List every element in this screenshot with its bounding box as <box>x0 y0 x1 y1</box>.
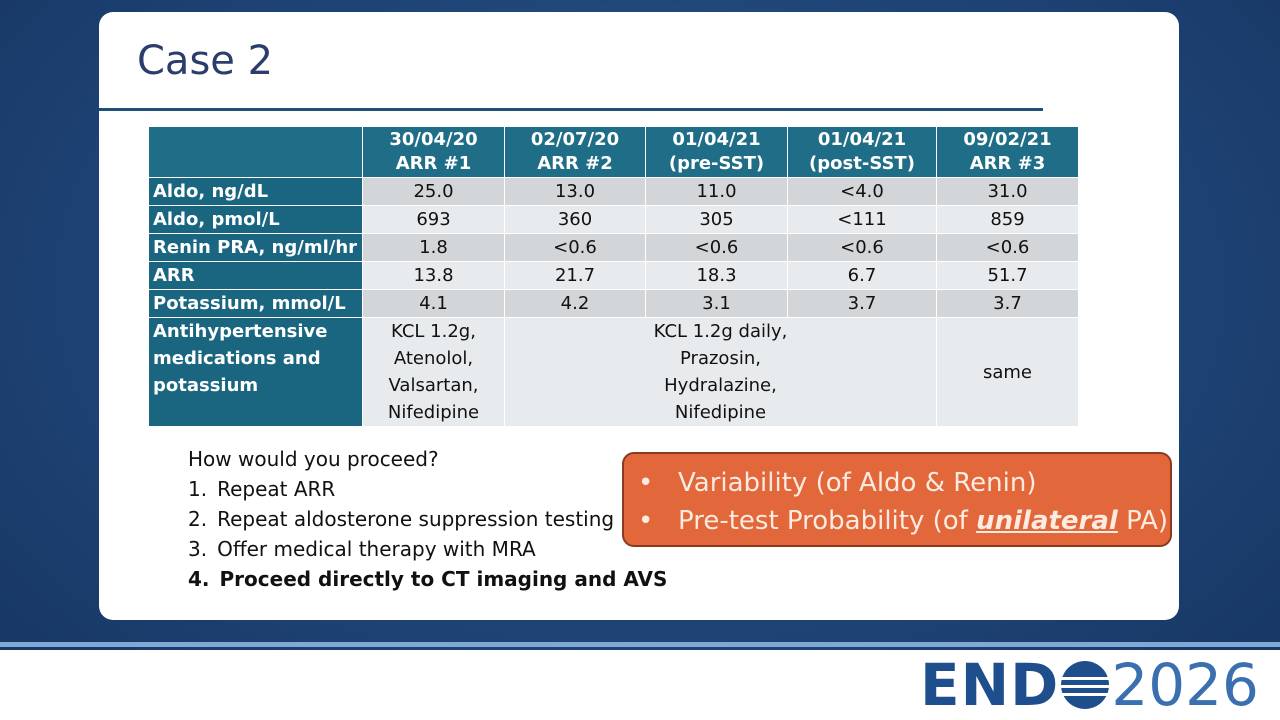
logo-right: 2026 <box>1111 651 1259 719</box>
callout-text: PA) <box>1126 506 1169 536</box>
table-cell: 25.0 <box>362 177 505 206</box>
table-cell: 51.7 <box>936 261 1079 290</box>
option: 3. Offer medical therapy with MRA <box>188 534 667 564</box>
table-cell: 6.7 <box>787 261 937 290</box>
table-row: Potassium, mmol/L 4.1 4.2 3.1 3.7 3.7 <box>148 289 1079 318</box>
table-cell: 1.8 <box>362 233 505 262</box>
option-number: 2. <box>188 507 208 531</box>
table-cell: 4.2 <box>504 289 646 318</box>
row-label: Aldo, ng/dL <box>148 177 363 206</box>
header-cell: 01/04/21 (post-SST) <box>787 126 937 178</box>
table-cell: 21.7 <box>504 261 646 290</box>
callout: Variability (of Aldo & Renin) Pre-test P… <box>622 452 1172 547</box>
cell-line: Prazosin, <box>680 348 761 369</box>
option: 2. Repeat aldosterone suppression testing <box>188 504 667 534</box>
table-row: Antihypertensive medications and potassi… <box>148 317 1079 427</box>
table-cell: 859 <box>936 205 1079 234</box>
cell-line: 09/02/21 <box>963 129 1052 150</box>
header-cell: 09/02/21 ARR #3 <box>936 126 1079 178</box>
option-number: 3. <box>188 537 208 561</box>
cell-line: (post-SST) <box>809 153 915 174</box>
callout-bullet: Pre-test Probability (of unilateral PA) <box>638 502 1170 540</box>
callout-bullet: Variability (of Aldo & Renin) <box>638 464 1170 502</box>
callout-text: Variability (of Aldo & Renin) <box>678 468 1037 498</box>
cell-line: 02/07/20 <box>530 129 620 150</box>
table-cell: <111 <box>787 205 937 234</box>
table-cell: 11.0 <box>645 177 788 206</box>
callout-text: Pre-test Probability (of <box>678 506 968 536</box>
cell-line: 30/04/20 <box>389 129 478 150</box>
table-cell: <0.6 <box>936 233 1079 262</box>
cell-line: KCL 1.2g daily, <box>653 321 788 342</box>
table-row: ARR 13.8 21.7 18.3 6.7 51.7 <box>148 261 1079 290</box>
row-label: Aldo, pmol/L <box>148 205 363 234</box>
table-row: Aldo, ng/dL 25.0 13.0 11.0 <4.0 31.0 <box>148 177 1079 206</box>
option-text: Proceed directly to CT imaging and AVS <box>219 567 668 591</box>
table-cell: 3.7 <box>787 289 937 318</box>
option: 4. Proceed directly to CT imaging and AVS <box>188 564 667 594</box>
header-cell: 30/04/20 ARR #1 <box>362 126 505 178</box>
callout-emphasis: unilateral <box>976 506 1118 536</box>
table-cell: KCL 1.2g, Atenolol, Valsartan, Nifedipine <box>362 317 505 427</box>
cell-line: Valsartan, <box>388 375 479 396</box>
cell-line: ARR #3 <box>969 153 1046 174</box>
table-row: Renin PRA, ng/ml/hr 1.8 <0.6 <0.6 <0.6 <0.6 <box>148 233 1079 262</box>
option-text: Repeat ARR <box>217 477 336 501</box>
cell-line: Atenolol, <box>393 348 474 369</box>
cell-line: 01/04/21 <box>672 129 761 150</box>
header-cell: 02/07/20 ARR #2 <box>504 126 646 178</box>
table-cell: KCL 1.2g daily, Prazosin, Hydralazine, Nife… <box>504 317 937 427</box>
table-row: Aldo, pmol/L 693 360 305 <111 859 <box>148 205 1079 234</box>
cell-line: 01/04/21 <box>817 129 907 150</box>
header-cell <box>148 126 363 178</box>
logo-left: END <box>920 651 1060 719</box>
table-cell: 13.8 <box>362 261 505 290</box>
header-row: 30/04/20 ARR #1 02/07/20 ARR #2 01/04/21 (pre… <box>148 126 1079 178</box>
option: 1. Repeat ARR <box>188 474 667 504</box>
row-label: Antihypertensive medications and potassi… <box>148 317 363 427</box>
table-cell: <0.6 <box>645 233 788 262</box>
cell-line: (pre-SST) <box>668 153 765 174</box>
header-cell: 01/04/21 (pre-SST) <box>645 126 788 178</box>
table-cell: <0.6 <box>504 233 646 262</box>
table-cell: 4.1 <box>362 289 505 318</box>
title-rule <box>99 108 1043 111</box>
title: Case 2 <box>137 38 274 84</box>
table-cell: 360 <box>504 205 646 234</box>
row-label: ARR <box>148 261 363 290</box>
table-cell: 31.0 <box>936 177 1079 206</box>
data-table: 30/04/20 ARR #1 02/07/20 ARR #2 01/04/21 (pre… <box>148 126 1079 427</box>
question: How would you proceed? <box>188 447 439 471</box>
option-number: 1. <box>188 477 208 501</box>
cell-line: KCL 1.2g, <box>391 321 476 342</box>
table-cell: 3.7 <box>936 289 1079 318</box>
table-body: Aldo, ng/dL 25.0 13.0 11.0 <4.0 31.0 Aldo, pmo… <box>148 177 1079 427</box>
cell-line: ARR #2 <box>537 153 613 174</box>
option-number: 4. <box>188 567 210 591</box>
logo-globe <box>1059 661 1112 709</box>
table-cell: <0.6 <box>787 233 937 262</box>
table-cell: <4.0 <box>787 177 937 206</box>
cell-line: Nifedipine <box>387 402 480 423</box>
table-cell: 13.0 <box>504 177 646 206</box>
table-cell: 305 <box>645 205 788 234</box>
table-cell: same <box>936 317 1079 427</box>
option-text: Repeat aldosterone suppression testing <box>217 507 615 531</box>
row-label: Potassium, mmol/L <box>148 289 363 318</box>
question-block: How would you proceed? 1. Repeat ARR 2. Rep… <box>188 444 667 594</box>
logo: END 2026 <box>920 655 1259 715</box>
row-label: Renin PRA, ng/ml/hr <box>148 233 363 262</box>
cell-line: Hydralazine, <box>664 375 777 396</box>
cell-line: Nifedipine <box>674 402 767 423</box>
cell-line: ARR #1 <box>395 153 472 174</box>
footer-line <box>0 642 1280 647</box>
option-text: Offer medical therapy with MRA <box>217 537 536 561</box>
options: 1. Repeat ARR 2. Repeat aldosterone suppres… <box>188 474 667 594</box>
table-cell: 693 <box>362 205 505 234</box>
table-cell: 3.1 <box>645 289 788 318</box>
table-cell: 18.3 <box>645 261 788 290</box>
